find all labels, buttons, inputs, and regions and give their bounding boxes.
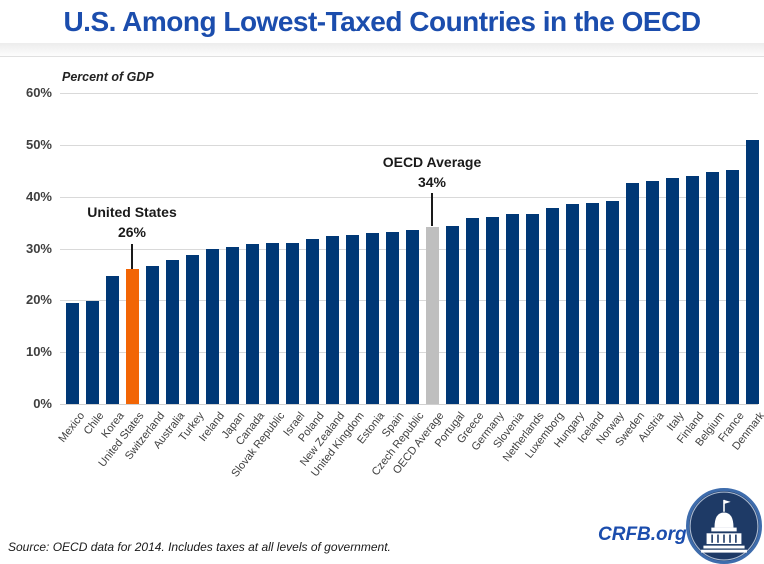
header: U.S. Among Lowest-Taxed Countries in the… <box>0 0 764 43</box>
bar-italy <box>666 178 679 404</box>
y-tick-label-30: 30% <box>25 240 52 256</box>
gridline-40 <box>60 196 758 198</box>
bar-finland <box>686 176 699 404</box>
bar-mexico <box>66 302 79 404</box>
source-note: Source: OECD data for 2014. Includes tax… <box>8 540 391 554</box>
bar-new-zealand <box>326 236 339 404</box>
bar-austria <box>646 181 659 404</box>
bar-chile <box>86 301 99 404</box>
annotation-united-states: United States 26% <box>52 202 212 243</box>
annotation-united-states-label: United States <box>87 204 177 220</box>
bar-united-states <box>126 269 139 404</box>
y-tick-label-50: 50% <box>25 136 52 152</box>
y-tick-label-10: 10% <box>25 344 52 360</box>
bar-czech-republic <box>406 230 419 404</box>
gridline-50 <box>60 144 758 146</box>
y-tick-label-0: 0% <box>33 396 52 411</box>
brand-text: CRFB.org <box>598 524 687 545</box>
crfb-capitol-logo-icon <box>686 488 762 564</box>
bar-portugal <box>446 225 459 404</box>
bar-denmark <box>746 140 759 404</box>
bar-japan <box>226 246 239 404</box>
bar-switzerland <box>146 266 159 404</box>
bar-poland <box>306 238 319 404</box>
chart-title: U.S. Among Lowest-Taxed Countries in the… <box>63 5 701 37</box>
bar-france <box>726 169 739 404</box>
bar-iceland <box>586 203 599 404</box>
bar-slovenia <box>506 214 519 404</box>
y-tick-label-40: 40% <box>25 188 52 204</box>
bar-canada <box>246 244 259 404</box>
bar-belgium <box>706 172 719 404</box>
annotation-united-states-leader-line <box>131 244 133 269</box>
annotation-oecd-average-value: 34% <box>417 174 447 191</box>
header-divider <box>0 43 764 57</box>
bar-australia <box>166 259 179 404</box>
bar-israel <box>286 242 299 404</box>
annotation-oecd-average-label: OECD Average <box>382 154 482 170</box>
bar-sweden <box>626 182 639 404</box>
y-tick-label-20: 20% <box>25 292 52 308</box>
bar-united-kingdom <box>346 235 359 404</box>
y-axis-unit-label: Percent of GDP <box>62 70 154 84</box>
y-tick-label-60: 60% <box>25 85 52 100</box>
bar-germany <box>486 216 499 404</box>
bar-greece <box>466 217 479 404</box>
bar-netherlands <box>526 213 539 404</box>
bar-luxemborg <box>546 208 559 404</box>
annotation-united-states-value: 26% <box>117 224 147 241</box>
bar-turkey <box>186 255 199 404</box>
bar-estonia <box>366 233 379 404</box>
annotation-oecd-average-leader-line <box>431 193 433 226</box>
bar-slovak-republic <box>266 243 279 404</box>
bar-ireland <box>206 249 219 404</box>
bar-spain <box>386 231 399 404</box>
bar-oecd-average <box>426 226 439 404</box>
x-axis-baseline <box>60 404 758 405</box>
annotation-oecd-average: OECD Average 34% <box>347 152 517 193</box>
bar-norway <box>606 201 619 404</box>
bar-korea <box>106 276 119 404</box>
gridline-60 <box>60 93 758 94</box>
bar-hungary <box>566 204 579 404</box>
